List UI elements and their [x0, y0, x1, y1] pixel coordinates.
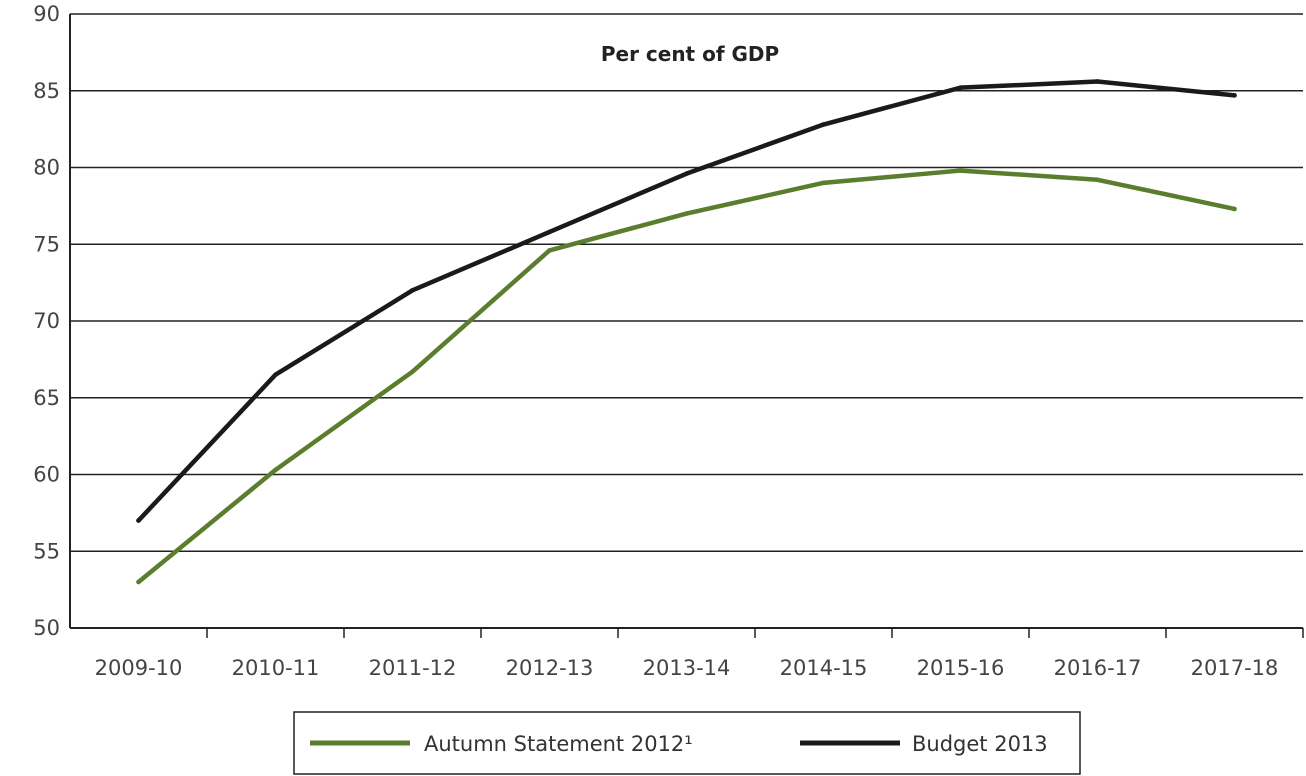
data-point [273, 372, 278, 378]
y-tick-label: 80 [33, 156, 60, 180]
data-point [547, 229, 552, 235]
data-point [821, 122, 826, 127]
chart-title: Per cent of GDP [601, 42, 779, 66]
x-tick-label: 2009-10 [95, 656, 183, 680]
y-tick-label: 55 [33, 539, 60, 563]
x-tick-label: 2012-13 [506, 656, 594, 680]
x-tick-label: 2015-16 [917, 656, 1005, 680]
data-point [273, 467, 278, 473]
data-point [684, 171, 689, 176]
x-tick-label: 2017-18 [1191, 656, 1279, 680]
data-point [547, 248, 552, 253]
y-tick-label: 90 [33, 2, 60, 26]
data-point [1232, 206, 1237, 212]
x-axis-tick-labels: 2009-10 2010-11 2011-12 2012-13 2013-14 2014-… [95, 656, 1279, 680]
legend-label-budget-2013: Budget 2013 [912, 732, 1048, 756]
x-tick-label: 2010-11 [232, 656, 320, 680]
data-point [958, 168, 963, 173]
data-point [136, 518, 141, 523]
gridlines [70, 13, 1303, 552]
x-tick-label: 2016-17 [1054, 656, 1142, 680]
y-tick-label: 65 [33, 386, 60, 410]
series-lines [136, 79, 1237, 585]
y-tick-label: 85 [33, 79, 60, 103]
y-tick-label: 70 [33, 309, 60, 333]
data-point [410, 288, 415, 293]
y-axis-tick-labels: 50 55 60 65 70 75 80 85 90 [33, 2, 60, 640]
x-tick-label: 2014-15 [780, 656, 868, 680]
legend-box [293, 711, 1081, 775]
y-tick-label: 60 [33, 463, 60, 487]
x-tick-label: 2013-14 [643, 656, 731, 680]
data-point [821, 180, 826, 186]
x-axis-ticks [206, 628, 1304, 638]
data-point [1232, 93, 1237, 98]
series-line-1 [136, 79, 1237, 523]
data-point [1095, 177, 1100, 183]
y-tick-label: 50 [33, 616, 60, 640]
data-point [684, 211, 689, 216]
data-point [136, 579, 141, 585]
legend-label-autumn-statement: Autumn Statement 2012¹ [424, 732, 693, 756]
y-tick-label: 75 [33, 232, 60, 256]
series-line-0 [136, 168, 1237, 585]
data-point [410, 369, 415, 374]
data-point [1095, 79, 1100, 84]
data-point [958, 85, 963, 90]
x-tick-label: 2011-12 [369, 656, 457, 680]
